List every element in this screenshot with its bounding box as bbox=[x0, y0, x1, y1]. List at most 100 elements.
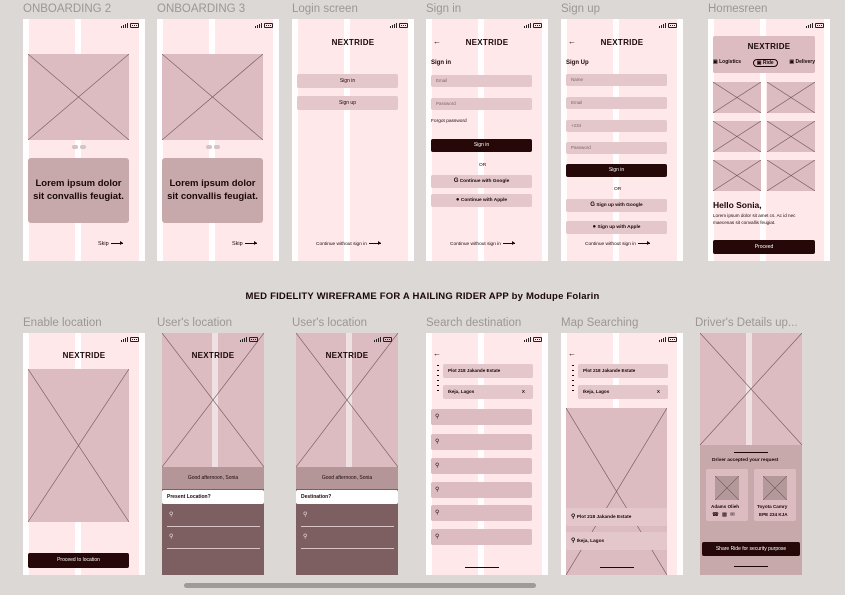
onboarding-text-card: Lorem ipsum dolor sit convallis feugiat. bbox=[28, 158, 129, 223]
location-pin-icon: ⚲ bbox=[435, 534, 440, 540]
from-location-field[interactable]: Plot 218 Jakande Estate bbox=[578, 364, 668, 378]
skip-button[interactable]: Skip bbox=[232, 241, 257, 247]
continue-without-sign-in-link[interactable]: Continue without sign in bbox=[585, 241, 650, 247]
arrow-right-icon bbox=[368, 241, 381, 246]
brand-logo: NEXTRIDE bbox=[747, 42, 791, 51]
location-pin-icon: ⚲ bbox=[435, 510, 440, 516]
map-result-to[interactable]: ⚲ Ikeja, Lagos bbox=[566, 532, 667, 550]
continue-without-sign-in-link[interactable]: Continue without sign in bbox=[316, 241, 381, 247]
frame-label-sign-up: Sign up bbox=[561, 3, 601, 15]
password-field[interactable]: Password bbox=[566, 142, 667, 154]
clear-button[interactable]: X bbox=[656, 389, 660, 394]
password-field[interactable]: Password bbox=[431, 98, 532, 110]
divider bbox=[167, 548, 260, 549]
canvas-horizontal-scrollbar[interactable] bbox=[184, 583, 536, 588]
back-arrow-icon[interactable]: ← bbox=[568, 37, 576, 46]
service-tabs: ▣ Logistics ▣ Ride ▣ Delivery bbox=[713, 59, 815, 67]
greeting-bar: Good afternoon, Sonia bbox=[296, 467, 398, 489]
frame-login[interactable]: NEXTRIDE Sign in Sign up Continue withou… bbox=[292, 19, 414, 261]
frame-sign-up[interactable]: ← NEXTRIDE Sign Up Name Email +234 Passw… bbox=[561, 19, 683, 261]
to-location-field[interactable]: Ikeja, Lagos X bbox=[443, 385, 533, 399]
frame-search-destination[interactable]: ← Plot 218 Jakande Estate Ikeja, Lagos X … bbox=[426, 333, 548, 575]
map-result-from[interactable]: ⚲ Plot 218 Jakande Estate bbox=[566, 508, 667, 526]
battery-icon bbox=[668, 23, 677, 28]
email-field[interactable]: Email bbox=[431, 75, 532, 87]
home-indicator bbox=[734, 566, 768, 567]
from-location-field[interactable]: Plot 218 Jakande Estate bbox=[443, 364, 533, 378]
share-ride-button[interactable]: Share Ride for security purpose bbox=[702, 542, 800, 556]
pagination-dots bbox=[72, 145, 86, 149]
sheet-handle bbox=[734, 452, 768, 453]
frame-user-location[interactable]: NEXTRIDE Good afternoon, Sonia Present L… bbox=[162, 333, 264, 575]
proceed-to-location-button[interactable]: Proceed to location bbox=[28, 553, 129, 568]
search-result-row[interactable] bbox=[431, 409, 532, 425]
home-indicator bbox=[600, 567, 634, 568]
frame-home[interactable]: NEXTRIDE ▣ Logistics ▣ Ride ▣ Delivery H… bbox=[708, 19, 830, 261]
image-placeholder bbox=[713, 82, 761, 113]
frame-onboarding-2[interactable]: Lorem ipsum dolor sit convallis feugiat.… bbox=[23, 19, 145, 261]
name-field[interactable]: Name bbox=[566, 74, 667, 86]
to-location-field[interactable]: Ikeja, Lagos X bbox=[578, 385, 668, 399]
search-result-row[interactable] bbox=[431, 482, 532, 498]
location-pin-icon: ⚲ bbox=[303, 534, 308, 540]
status-bar bbox=[524, 337, 542, 342]
battery-icon bbox=[668, 337, 677, 342]
sign-up-with-apple-button[interactable]: ● Sign up with Apple bbox=[566, 221, 667, 234]
back-arrow-icon[interactable]: ← bbox=[433, 349, 441, 358]
brand-logo: NEXTRIDE bbox=[62, 351, 106, 360]
battery-icon bbox=[130, 337, 139, 342]
sign-in-button[interactable]: Sign in bbox=[297, 74, 398, 88]
back-arrow-icon[interactable]: ← bbox=[568, 349, 576, 358]
frame-driver-details[interactable]: Driver accepted your request Adams Olieh… bbox=[700, 333, 802, 575]
battery-icon bbox=[399, 23, 408, 28]
continue-with-google-button[interactable]: G Continue with Google bbox=[431, 175, 532, 188]
sign-up-submit-button[interactable]: Sign in bbox=[566, 164, 667, 177]
onboarding-text-card: Lorem ipsum dolor sit convallis feugiat. bbox=[162, 158, 263, 223]
map-placeholder bbox=[700, 333, 802, 445]
proceed-button[interactable]: Proceed bbox=[713, 240, 815, 254]
continue-without-sign-in-link[interactable]: Continue without sign in bbox=[450, 241, 515, 247]
mail-icon[interactable]: ✉ bbox=[730, 512, 735, 518]
forgot-password-link[interactable]: Forgot password bbox=[431, 119, 467, 124]
email-field[interactable]: Email bbox=[566, 97, 667, 109]
continue-with-apple-button[interactable]: ● Continue with Apple bbox=[431, 194, 532, 207]
frame-enable-location[interactable]: NEXTRIDE Proceed to location bbox=[23, 333, 145, 575]
status-bar bbox=[121, 337, 139, 342]
divider bbox=[301, 526, 394, 527]
frame-label-user-location: User's location bbox=[157, 317, 233, 329]
or-divider: OR bbox=[479, 163, 487, 168]
search-result-row[interactable] bbox=[431, 529, 532, 545]
tab-delivery[interactable]: ▣ Delivery bbox=[789, 59, 815, 65]
sign-up-with-google-button[interactable]: G Sign up with Google bbox=[566, 199, 667, 212]
frame-user-location-destination[interactable]: NEXTRIDE Good afternoon, Sonia Destinati… bbox=[296, 333, 398, 575]
back-arrow-icon[interactable]: ← bbox=[433, 37, 441, 46]
form-title: Sign in bbox=[431, 60, 451, 66]
skip-button[interactable]: Skip bbox=[98, 241, 123, 247]
frame-label-user-location-2: User's location bbox=[292, 317, 368, 329]
destination-input[interactable]: Destination? bbox=[296, 490, 398, 504]
clear-button[interactable]: X bbox=[521, 389, 525, 394]
driver-contact-icons: ☎ ▩ ✉ bbox=[712, 512, 735, 518]
search-result-row[interactable] bbox=[431, 505, 532, 521]
message-icon[interactable]: ▩ bbox=[721, 512, 728, 518]
greeting-bar: Good afternoon, Sonia bbox=[162, 467, 264, 489]
status-bar bbox=[659, 337, 677, 342]
search-result-row[interactable] bbox=[431, 434, 532, 450]
brand-logo: NEXTRIDE bbox=[325, 351, 369, 360]
sign-in-submit-button[interactable]: Sign in bbox=[431, 139, 532, 152]
frame-map-searching[interactable]: ← Plot 218 Jakande Estate Ikeja, Lagos X … bbox=[561, 333, 683, 575]
tab-ride[interactable]: ▣ Ride bbox=[752, 59, 778, 67]
phone-field[interactable]: +234 bbox=[566, 120, 667, 132]
sign-up-button[interactable]: Sign up bbox=[297, 96, 398, 110]
google-icon: G bbox=[453, 178, 459, 184]
image-placeholder bbox=[767, 160, 815, 191]
brand-logo: NEXTRIDE bbox=[600, 38, 644, 47]
present-location-input[interactable]: Present Location? bbox=[162, 490, 264, 504]
phone-icon[interactable]: ☎ bbox=[712, 512, 719, 518]
frame-onboarding-3[interactable]: Lorem ipsum dolor sit convallis feugiat.… bbox=[157, 19, 279, 261]
frame-sign-in[interactable]: ← NEXTRIDE Sign in Email Password Forgot… bbox=[426, 19, 548, 261]
search-result-row[interactable] bbox=[431, 458, 532, 474]
tab-logistics[interactable]: ▣ Logistics bbox=[713, 59, 742, 65]
frame-label-onboarding-2: ONBOARDING 2 bbox=[23, 3, 112, 15]
arrow-right-icon bbox=[637, 241, 650, 246]
